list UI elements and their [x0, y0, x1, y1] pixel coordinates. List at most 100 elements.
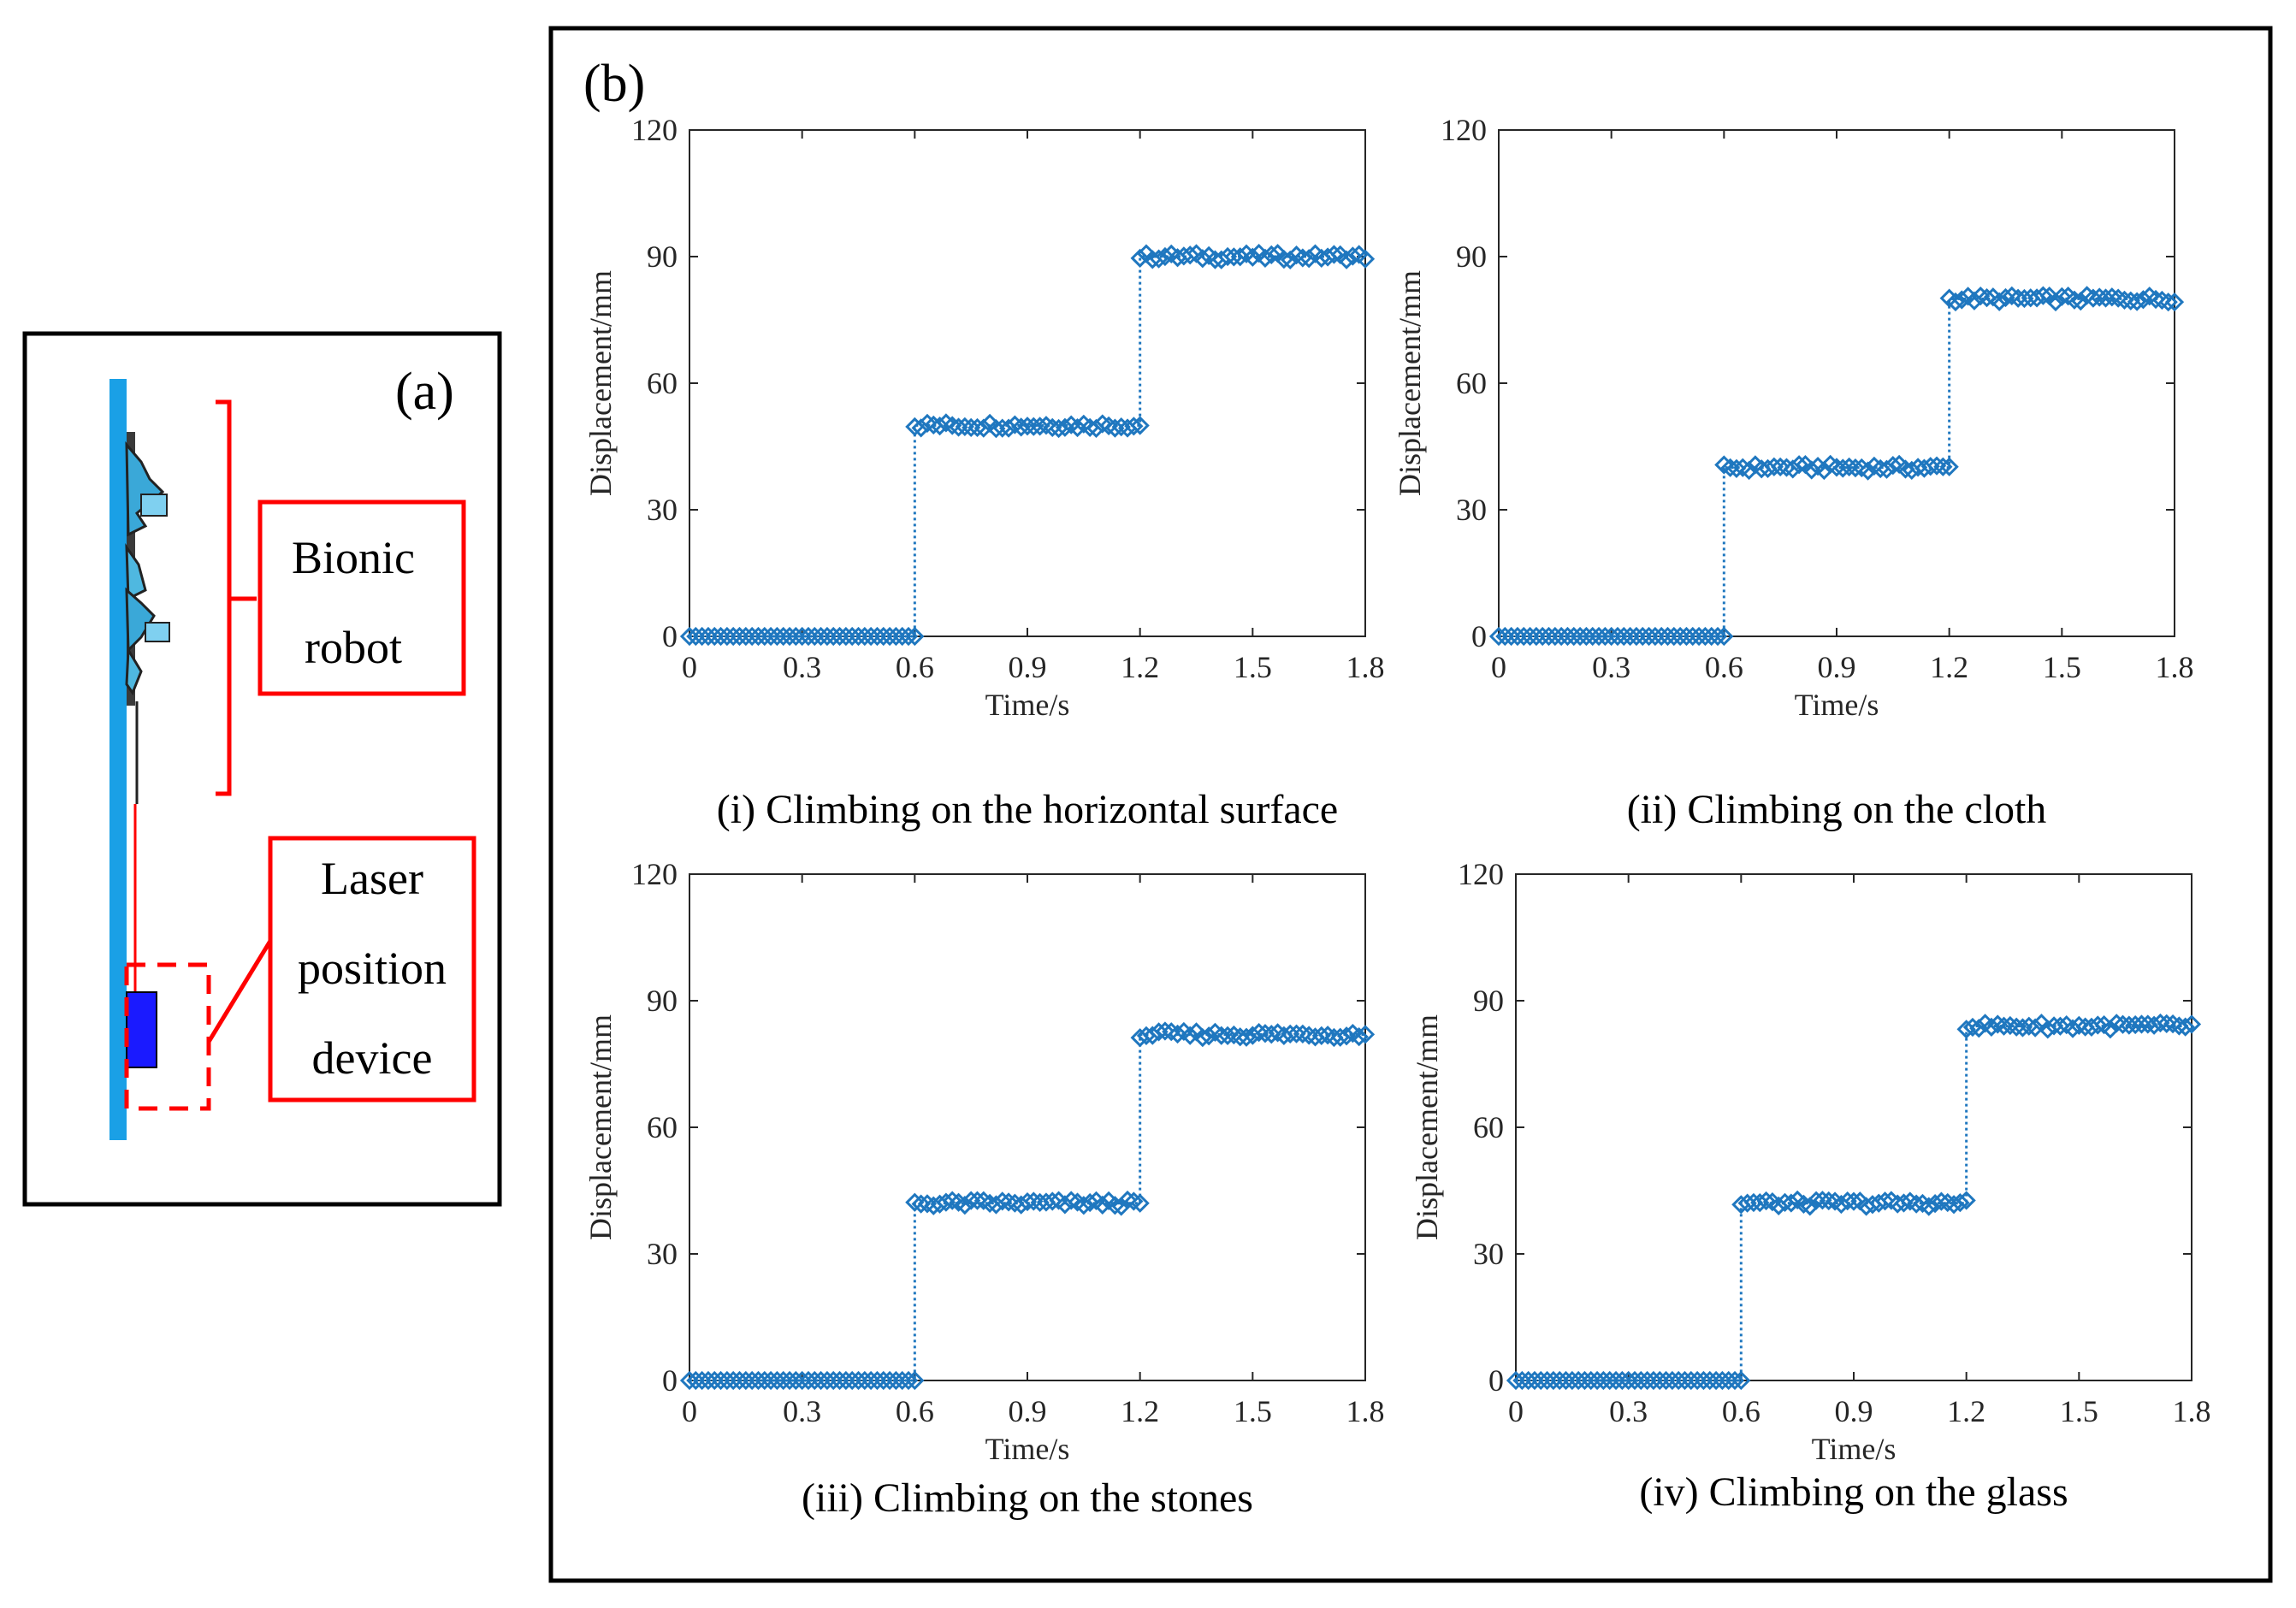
series-markers: [1506, 1013, 2202, 1391]
subplot-caption: (iii) Climbing on the stones: [802, 1475, 1253, 1521]
data-point: [1281, 1024, 1300, 1043]
robot-bracket: [216, 399, 257, 796]
data-point: [1488, 626, 1509, 647]
data-point: [2126, 1014, 2145, 1035]
data-point: [1990, 292, 2009, 311]
x-axis-label: Time/s: [985, 688, 1070, 722]
data-point: [873, 1370, 893, 1391]
data-point: [2133, 290, 2153, 310]
y-tick-label: 0: [1488, 1363, 1504, 1398]
data-point: [1975, 1014, 1995, 1033]
data-point: [767, 1370, 787, 1391]
data-point: [1595, 626, 1615, 647]
data-point: [2096, 288, 2116, 308]
subplot-caption: (ii) Climbing on the cloth: [1627, 787, 2047, 832]
data-point: [1092, 1195, 1112, 1215]
data-point: [1017, 1191, 1038, 1212]
y-axis-label: Displacement/mm: [583, 1014, 618, 1240]
x-tick-label: 0: [1491, 650, 1506, 684]
data-point: [1637, 1370, 1657, 1391]
data-point: [1495, 626, 1515, 647]
data-point: [760, 626, 781, 647]
data-point: [855, 626, 874, 647]
x-tick-label: 0.3: [1609, 1394, 1648, 1428]
data-point: [1981, 1017, 2002, 1037]
data-point: [736, 626, 755, 647]
x-tick-label: 0.9: [1818, 650, 1856, 684]
x-tick-label: 1.5: [1234, 1394, 1272, 1428]
data-point: [855, 1370, 874, 1391]
data-point: [1049, 1191, 1068, 1210]
data-point: [955, 417, 974, 436]
data-point: [1564, 626, 1583, 647]
data-point: [986, 419, 1006, 439]
laser-label-line1: Laser: [321, 853, 423, 904]
data-point: [1994, 1016, 2014, 1036]
data-point: [1514, 626, 1534, 647]
data-point: [1652, 626, 1672, 647]
y-tick-label: 90: [1456, 239, 1487, 274]
data-point: [843, 626, 862, 647]
device-pointer: [206, 939, 273, 1043]
y-tick-label: 60: [647, 366, 678, 400]
data-point: [2132, 1014, 2151, 1034]
data-point: [1043, 417, 1062, 438]
data-point: [1155, 246, 1175, 267]
robot-label-line1: Bionic: [292, 532, 415, 583]
data-point: [811, 626, 831, 647]
data-point: [1336, 1026, 1357, 1046]
data-point: [1624, 1370, 1645, 1391]
subplot-1: 0 0.3 0.6 0.9 1.2 1.5 1.8 0 30 60 90 120 Time/s Displ…: [583, 113, 1385, 832]
data-point: [1789, 455, 1809, 475]
x-tick-label: 0.9: [1835, 1394, 1873, 1428]
data-point: [1581, 1370, 1601, 1391]
data-point: [717, 1370, 737, 1391]
x-tick-label: 1.5: [2043, 650, 2081, 684]
data-point: [1913, 1193, 1932, 1214]
data-point: [1149, 249, 1169, 269]
data-point: [717, 626, 737, 647]
data-point: [2015, 288, 2034, 309]
panel-a: (a) Bionic robot Laser position device: [22, 331, 502, 1207]
data-point: [1130, 416, 1150, 435]
y-axis-label: Displacement/mm: [583, 270, 618, 496]
data-point: [1762, 1191, 1783, 1212]
data-point: [879, 1370, 900, 1391]
data-point: [1720, 458, 1740, 477]
data-point: [1714, 626, 1734, 647]
x-tick-label: 0.6: [1705, 650, 1743, 684]
data-point: [1355, 1025, 1376, 1044]
data-point: [1550, 1370, 1570, 1391]
data-point: [1713, 1370, 1732, 1391]
data-point: [679, 1370, 700, 1391]
data-point: [1643, 1370, 1664, 1391]
data-point: [892, 626, 912, 647]
data-point: [1971, 286, 1991, 306]
subplots: 0 0.3 0.6 0.9 1.2 1.5 1.8 0 30 60 90 120 Time/s Displ…: [583, 113, 2211, 1521]
data-point: [1531, 1370, 1551, 1391]
x-tick-label: 1.8: [1346, 1394, 1385, 1428]
subplot-2: 0 0.3 0.6 0.9 1.2 1.5 1.8 0 30 60 90 120 Time/s Displ…: [1393, 113, 2194, 832]
data-point: [749, 626, 768, 647]
data-point: [1105, 1196, 1125, 1215]
data-point: [754, 1370, 774, 1391]
data-point: [2056, 1014, 2076, 1035]
data-point: [2113, 1014, 2133, 1034]
x-tick-label: 0.3: [1592, 650, 1630, 684]
data-point: [798, 626, 819, 647]
data-point: [1843, 1191, 1864, 1211]
data-point: [1681, 1370, 1701, 1391]
data-point: [1533, 626, 1553, 647]
data-point: [692, 626, 712, 647]
data-point: [1764, 457, 1784, 476]
data-point: [1920, 457, 1940, 476]
x-tick-label: 1.2: [1121, 1394, 1159, 1428]
data-point: [1639, 626, 1659, 647]
data-point: [736, 1370, 755, 1391]
data-point: [1839, 457, 1859, 477]
data-point: [830, 1370, 849, 1391]
data-point: [1011, 417, 1031, 437]
data-point: [2151, 1013, 2170, 1033]
data-point: [1068, 417, 1087, 438]
data-point: [1539, 626, 1559, 647]
